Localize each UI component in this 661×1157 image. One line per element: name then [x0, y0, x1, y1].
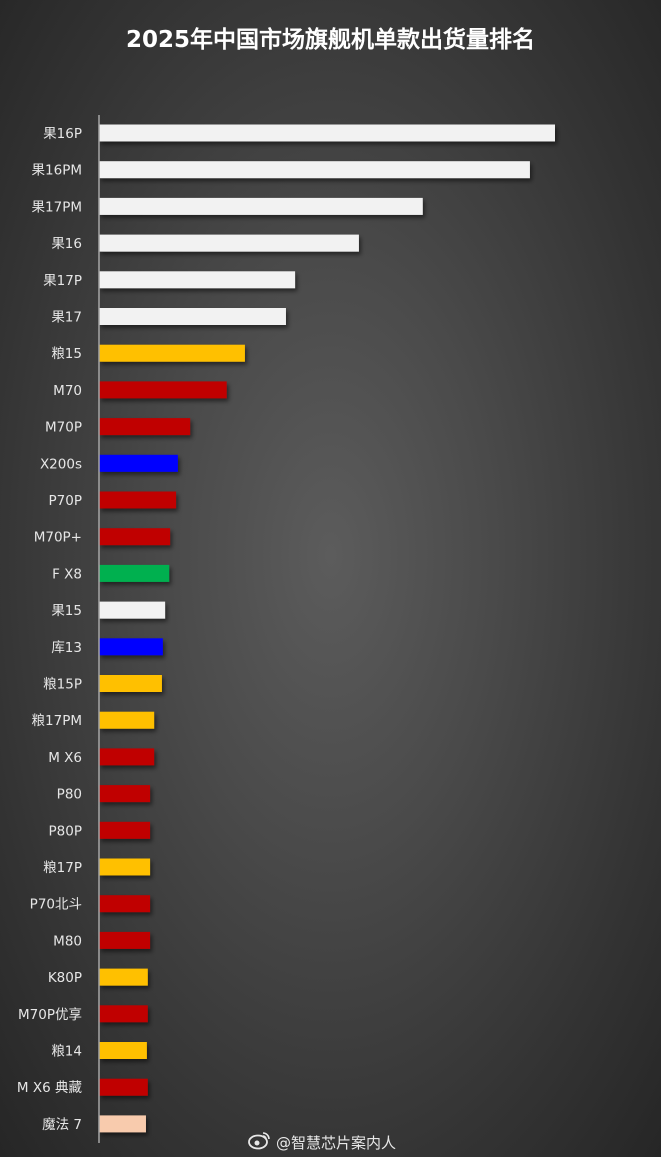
category-label: M70P+ — [34, 530, 82, 546]
bar — [99, 124, 555, 142]
bar — [99, 381, 227, 399]
chart-title: 2025年中国市场旗舰机单款出货量排名 — [125, 27, 535, 53]
category-label: M X6 — [48, 750, 82, 766]
category-label: K80P — [48, 970, 82, 986]
bar — [99, 1115, 146, 1133]
bar — [99, 748, 155, 766]
category-label: 粮17P — [43, 860, 82, 876]
category-label: X200s — [40, 456, 82, 472]
bar — [99, 344, 245, 362]
bar — [99, 528, 171, 546]
category-label: P80P — [49, 823, 82, 839]
bar — [99, 197, 423, 215]
bar — [99, 234, 359, 252]
category-label: P70北斗 — [30, 897, 82, 913]
category-label: 魔法 7 — [42, 1117, 82, 1133]
bar — [99, 638, 163, 656]
bar — [99, 968, 148, 986]
watermark-text: @智慧芯片案内人 — [276, 1133, 397, 1152]
category-label: M X6 典藏 — [17, 1080, 83, 1096]
bar — [99, 564, 170, 582]
category-label: M70P优享 — [18, 1006, 82, 1023]
bar — [99, 1005, 148, 1023]
category-label: M70P — [45, 420, 82, 436]
bar — [99, 821, 151, 839]
bar — [99, 1042, 147, 1059]
category-label: P80 — [57, 787, 82, 803]
category-label: M80 — [53, 933, 82, 949]
bar — [99, 418, 191, 436]
bar — [99, 454, 178, 472]
bar — [99, 601, 166, 619]
weibo-icon — [248, 1130, 272, 1154]
category-label: M70 — [53, 383, 82, 399]
category-label: 果17P — [43, 273, 82, 289]
bar — [99, 785, 151, 803]
bar — [99, 895, 151, 913]
bar — [99, 161, 530, 179]
bar — [99, 858, 151, 876]
category-label: 粮17PM — [32, 713, 82, 729]
watermark: @智慧芯片案内人 — [248, 1130, 396, 1154]
category-label: 果16PM — [32, 163, 82, 179]
category-label: 果17 — [51, 310, 82, 326]
bar — [99, 491, 177, 509]
category-label: P70P — [49, 493, 82, 509]
bar — [99, 1078, 148, 1096]
category-label: F X8 — [52, 566, 82, 582]
bar — [99, 308, 286, 325]
bar — [99, 711, 155, 729]
bar — [99, 271, 296, 289]
bar — [99, 931, 151, 949]
category-label: 果15 — [51, 603, 82, 619]
category-label: 库13 — [51, 640, 82, 656]
category-label: 粮15P — [43, 677, 82, 693]
category-label: 粮14 — [51, 1044, 82, 1060]
category-label: 粮15 — [51, 346, 82, 362]
category-label: 果16 — [51, 236, 82, 252]
bar — [99, 675, 162, 692]
category-label: 果17PM — [32, 199, 82, 215]
category-label: 果16P — [43, 126, 82, 142]
